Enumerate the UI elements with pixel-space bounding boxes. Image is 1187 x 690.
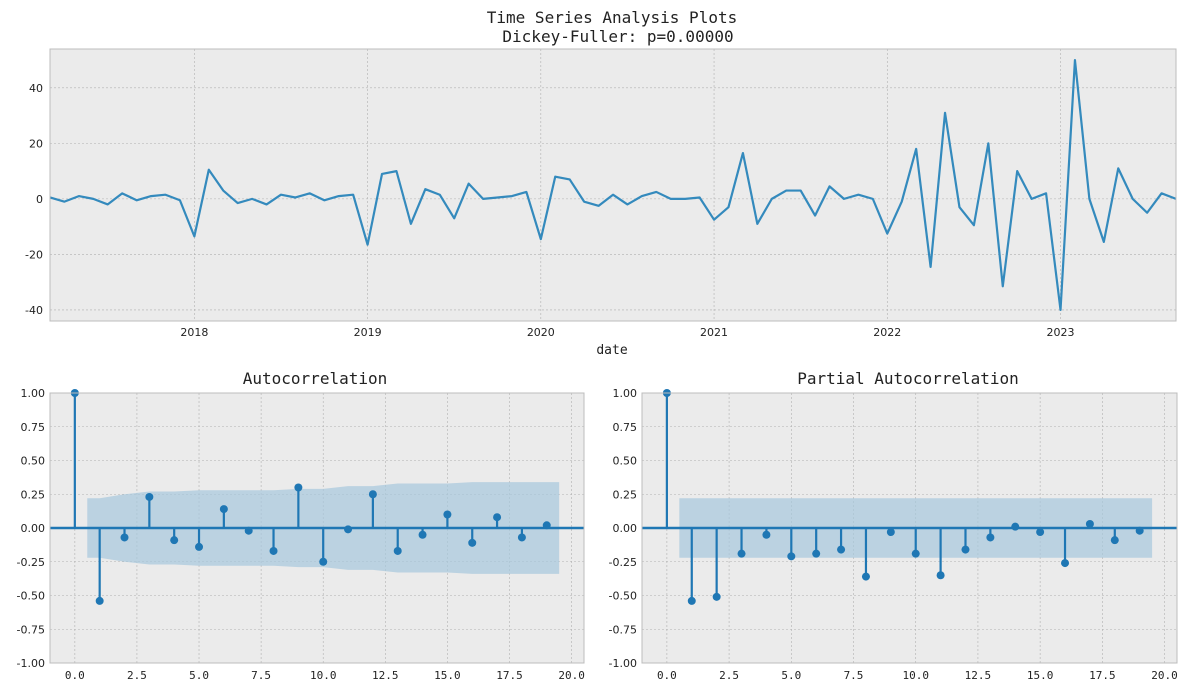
acf-y-tick-label: -1.00 — [17, 657, 45, 670]
acf-title: Autocorrelation — [243, 369, 388, 388]
acf-marker — [95, 596, 104, 605]
acf-marker — [319, 557, 328, 566]
pacf-y-tick-label: 0.75 — [613, 421, 638, 434]
acf-y-tick-label: 1.00 — [21, 387, 46, 400]
pacf-plot-frame — [641, 392, 1178, 664]
pacf-marker — [762, 530, 771, 539]
acf-x-tick-label: 12.5 — [372, 669, 399, 682]
pacf-y-tick-label: -0.75 — [609, 623, 637, 636]
acf-marker — [542, 521, 551, 530]
acf-marker — [468, 538, 477, 547]
figure-title-line1: Time Series Analysis Plots — [487, 8, 737, 27]
ts-series-line — [49, 59, 1177, 311]
pacf-marker — [1036, 528, 1045, 537]
acf-x-tick-label: 15.0 — [434, 669, 461, 682]
acf-y-tick-label: -0.25 — [17, 556, 45, 569]
pacf-y-tick-label: 1.00 — [613, 387, 638, 400]
pacf-y-tick-label: -0.25 — [609, 556, 637, 569]
pacf-marker — [886, 528, 895, 537]
ts-y-tick-label: 20 — [29, 137, 43, 150]
ts-x-tick-label: 2020 — [527, 326, 555, 339]
ts-y-tick-label: -20 — [25, 248, 43, 261]
acf-y-tick-label: 0.25 — [21, 488, 46, 501]
pacf-marker — [911, 549, 920, 558]
acf-x-tick-label: 0.0 — [65, 669, 85, 682]
pacf-plot: -1.00 -0.75 -0.50 -0.25 0.00 0.25 0.50 0.75 1.00… — [609, 387, 1178, 682]
acf-marker — [195, 542, 204, 551]
time-series-xlabel: date — [596, 343, 627, 358]
acf-y-tick-label: -0.75 — [17, 623, 45, 636]
pacf-marker — [1110, 536, 1119, 545]
acf-marker — [344, 525, 353, 534]
ts-x-tick-label: 2021 — [700, 326, 728, 339]
pacf-x-tick-label: 0.0 — [657, 669, 677, 682]
time-series-plot: -40 -20 0 20 40 2018 2019 2020 2021 2022 2023 — [25, 48, 1177, 339]
ts-plot-area — [50, 49, 1176, 321]
acf-marker — [120, 533, 129, 542]
pacf-marker — [1011, 522, 1020, 531]
ts-x-tick-label: 2019 — [354, 326, 382, 339]
pacf-marker — [861, 572, 870, 581]
ts-y-tick-label: -40 — [25, 304, 43, 317]
pacf-marker — [986, 533, 995, 542]
pacf-y-tick-label: 0.25 — [613, 488, 638, 501]
acf-x-tick-label: 2.5 — [127, 669, 147, 682]
acf-y-tick-label: 0.00 — [21, 522, 46, 535]
pacf-y-tick-label: 0.50 — [613, 455, 638, 468]
acf-x-tick-label: 20.0 — [558, 669, 585, 682]
acf-marker — [418, 530, 427, 539]
acf-y-tick-label: 0.75 — [21, 421, 46, 434]
pacf-marker — [712, 592, 721, 601]
pacf-marker — [812, 549, 821, 558]
pacf-marker — [837, 545, 846, 554]
acf-x-tick-label: 17.5 — [496, 669, 523, 682]
acf-plot-frame — [49, 392, 585, 664]
acf-y-tick-label: -0.50 — [17, 590, 45, 603]
pacf-x-tick-label: 15.0 — [1027, 669, 1054, 682]
pacf-marker — [787, 552, 796, 561]
pacf-marker — [1085, 519, 1094, 528]
pacf-marker — [936, 571, 945, 580]
pacf-y-tick-label: -0.50 — [609, 590, 637, 603]
acf-marker — [244, 526, 253, 535]
pacf-marker — [1061, 559, 1070, 568]
acf-marker — [269, 546, 278, 555]
pacf-x-tick-label: 5.0 — [781, 669, 801, 682]
pacf-x-tick-label: 12.5 — [965, 669, 992, 682]
pacf-marker — [1135, 526, 1144, 535]
acf-marker — [145, 492, 154, 501]
acf-y-tick-label: 0.50 — [21, 455, 46, 468]
pacf-y-tick-label: -1.00 — [609, 657, 637, 670]
acf-marker — [493, 513, 502, 522]
acf-x-tick-label: 10.0 — [310, 669, 337, 682]
acf-marker — [294, 483, 303, 492]
pacf-y-tick-label: 0.00 — [613, 522, 638, 535]
ts-y-tick-label: 40 — [29, 82, 43, 95]
pacf-x-tick-label: 10.0 — [902, 669, 929, 682]
acf-marker — [219, 505, 228, 514]
acf-plot: -1.00 -0.75 -0.50 -0.25 0.00 0.25 0.50 0.75 1.00… — [17, 387, 585, 682]
acf-x-tick-label: 7.5 — [251, 669, 271, 682]
figure-title-line2: Dickey-Fuller: p=0.00000 — [502, 27, 733, 46]
acf-x-tick-label: 5.0 — [189, 669, 209, 682]
acf-marker — [170, 536, 179, 545]
acf-marker — [368, 490, 377, 499]
ts-plot-frame — [49, 48, 1177, 322]
ts-x-tick-label: 2022 — [873, 326, 901, 339]
ts-y-tick-label: 0 — [36, 193, 43, 206]
pacf-marker — [737, 549, 746, 558]
ts-x-tick-label: 2018 — [180, 326, 208, 339]
pacf-marker — [687, 596, 696, 605]
acf-marker — [517, 533, 526, 542]
pacf-x-tick-label: 20.0 — [1151, 669, 1178, 682]
pacf-title: Partial Autocorrelation — [797, 369, 1019, 388]
pacf-x-tick-label: 2.5 — [719, 669, 739, 682]
acf-marker — [393, 546, 402, 555]
acf-marker — [443, 510, 452, 519]
pacf-marker — [961, 545, 970, 554]
ts-x-tick-label: 2023 — [1047, 326, 1075, 339]
pacf-x-tick-label: 17.5 — [1089, 669, 1116, 682]
pacf-x-tick-label: 7.5 — [844, 669, 864, 682]
